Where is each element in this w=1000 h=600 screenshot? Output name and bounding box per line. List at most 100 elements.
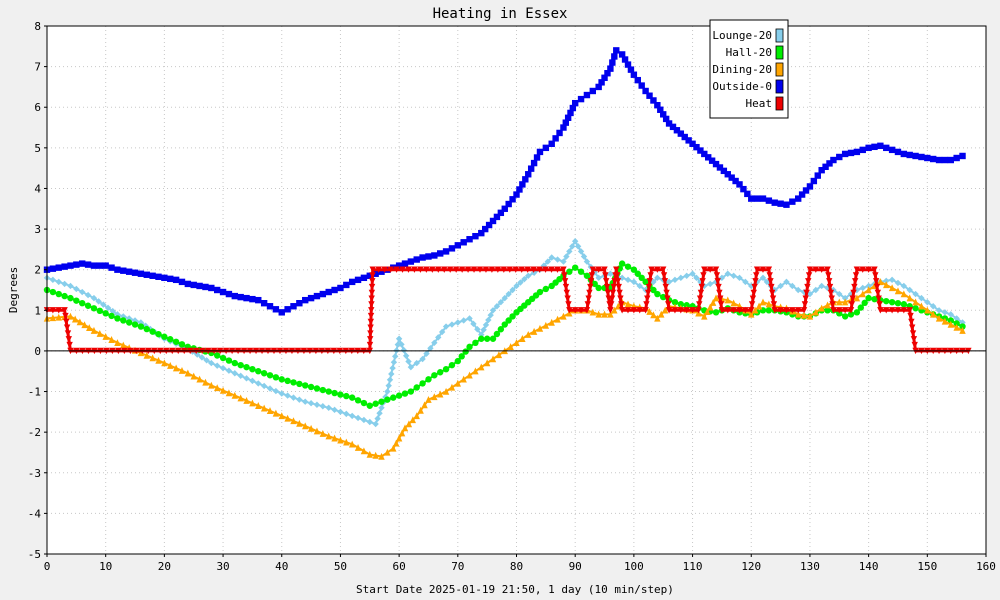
data-point-heat [701,266,708,273]
data-point-hall-20 [765,307,773,314]
data-point-hall-20 [137,323,145,330]
data-point-heat [500,266,508,273]
data-point-hall-20 [857,304,864,311]
data-point-lounge-20 [941,309,949,316]
data-point-outside-0 [562,119,569,126]
data-point-hall-20 [395,392,403,399]
data-point-heat [608,295,616,302]
data-point-lounge-20 [530,269,538,276]
series-layer [43,47,972,460]
data-point-hall-20 [489,335,497,342]
data-point-dining-20 [478,363,485,371]
data-point-hall-20 [213,352,221,359]
data-point-dining-20 [530,327,538,335]
data-point-outside-0 [613,47,620,54]
data-point-lounge-20 [90,294,98,302]
legend-label-outside-0: Outside-0 [712,80,772,93]
data-point-heat [367,330,374,337]
data-point-dining-20 [202,378,209,386]
data-point-lounge-20 [654,274,661,282]
data-point-heat [714,278,721,285]
data-point-lounge-20 [407,363,415,371]
data-point-hall-20 [296,380,303,388]
data-point-outside-0 [798,191,806,198]
data-point-heat [548,266,555,273]
data-point-outside-0 [307,294,315,302]
data-point-lounge-20 [480,326,487,334]
data-point-outside-0 [689,140,696,147]
data-point-lounge-20 [736,274,743,282]
data-point-lounge-20 [438,328,446,336]
data-point-outside-0 [556,129,563,137]
data-point-dining-20 [337,436,344,444]
data-point-dining-20 [611,306,618,314]
data-point-hall-20 [953,320,960,327]
data-point-heat [63,324,71,331]
data-point-heat [715,283,722,291]
data-point-heat [718,307,726,314]
data-point-lounge-20 [474,326,481,333]
data-point-hall-20 [712,309,720,316]
data-point-heat [367,324,374,331]
data-point-heat [841,307,849,314]
grid [46,25,987,555]
data-point-heat [825,272,832,279]
y-tick-label: 1 [34,304,41,317]
data-point-heat [614,278,622,285]
data-point-lounge-20 [378,404,385,411]
data-point-outside-0 [190,281,197,289]
data-point-outside-0 [178,278,186,286]
data-point-outside-0 [149,272,156,279]
data-point-heat [368,295,375,302]
data-point-heat [368,301,375,308]
data-point-dining-20 [421,401,428,409]
data-point-dining-20 [448,383,456,391]
data-point-outside-0 [607,65,614,72]
data-point-lounge-20 [343,410,350,418]
data-point-dining-20 [953,323,960,331]
data-point-heat [393,266,400,273]
data-point-heat [769,295,777,302]
data-point-hall-20 [79,300,86,307]
x-tick-label: 80 [510,560,523,573]
legend-label-hall-20: Hall-20 [726,46,772,59]
data-point-outside-0 [959,152,966,160]
data-point-dining-20 [155,356,162,364]
data-point-outside-0 [290,303,297,310]
data-point-lounge-20 [824,284,831,292]
data-point-lounge-20 [521,275,528,283]
data-point-outside-0 [325,288,332,296]
data-point-heat [873,283,881,291]
data-point-heat [604,289,612,297]
data-point-dining-20 [806,312,814,320]
data-point-lounge-20 [266,385,274,392]
data-point-outside-0 [646,92,653,99]
data-point-outside-0 [624,61,632,68]
data-point-lounge-20 [384,388,391,395]
data-point-hall-20 [61,292,68,300]
data-point-lounge-20 [517,279,524,286]
data-point-lounge-20 [724,270,731,277]
data-point-heat [749,295,757,302]
data-point-heat [647,272,654,279]
data-point-heat [769,289,776,297]
data-point-dining-20 [841,298,849,306]
data-point-heat [671,307,679,314]
data-point-lounge-20 [374,415,381,422]
data-point-hall-20 [900,301,908,308]
data-point-lounge-20 [325,404,332,411]
data-point-heat [66,341,73,349]
data-point-lounge-20 [689,270,696,277]
data-point-heat [908,318,915,326]
data-point-hall-20 [591,280,598,288]
data-point-outside-0 [225,290,233,298]
data-point-heat [699,278,706,285]
data-point-dining-20 [302,422,309,430]
data-point-outside-0 [155,273,162,280]
data-point-lounge-20 [583,258,591,265]
data-point-heat [876,301,883,308]
data-point-heat [536,266,543,273]
data-point-dining-20 [883,281,890,289]
data-point-heat [617,295,624,302]
